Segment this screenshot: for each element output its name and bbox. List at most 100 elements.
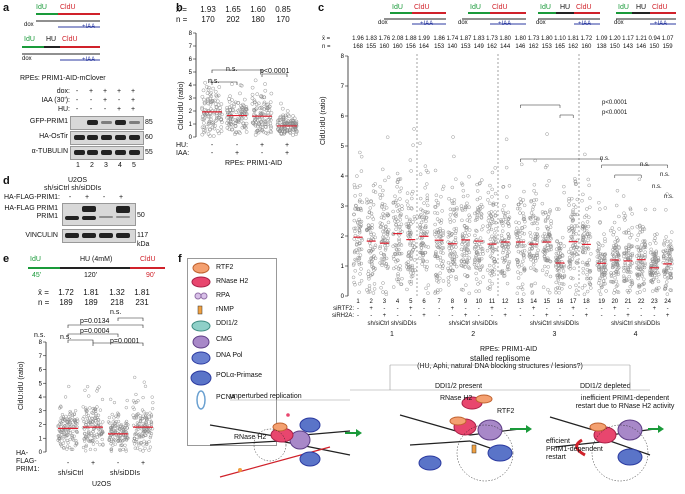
data-point: [536, 248, 540, 253]
data-point: [358, 272, 362, 276]
data-point: [477, 181, 482, 186]
data-point: [371, 183, 376, 188]
data-point: [141, 435, 145, 439]
data-point: [478, 207, 483, 211]
lane-number: 2: [90, 162, 94, 169]
sig-label: n.s.: [208, 78, 220, 85]
data-point: [548, 225, 553, 229]
data-point: [493, 166, 497, 170]
data-point: [67, 384, 71, 389]
data-point: [507, 224, 511, 228]
data-point: [600, 274, 604, 279]
data-point: [219, 125, 224, 129]
data-point: [669, 266, 673, 271]
data-point: [111, 420, 115, 424]
lane-number: 2: [369, 299, 373, 305]
data-point: [535, 255, 540, 260]
sirtf2-value: +: [652, 306, 657, 312]
sirtf2-value: +: [490, 306, 494, 312]
sig-label: p=0.0004: [80, 328, 110, 335]
data-point: [548, 259, 553, 264]
data-point: [219, 117, 224, 122]
data-point: [534, 268, 539, 273]
idu-label: IdU: [24, 36, 35, 43]
data-point: [596, 249, 601, 253]
data-point: [369, 238, 373, 242]
data-point: [490, 245, 495, 249]
data-point: [571, 212, 576, 217]
data-point: [281, 117, 286, 122]
data-point: [109, 428, 113, 432]
data-point: [487, 279, 492, 283]
data-point: [626, 258, 631, 262]
data-point: [109, 447, 114, 451]
data-point: [642, 239, 647, 243]
data-point: [205, 91, 210, 95]
data-point: [149, 434, 153, 438]
data-point: [409, 256, 413, 260]
sirh2a-value: +: [545, 313, 549, 319]
lane-number: 17: [569, 299, 577, 305]
data-point: [602, 252, 606, 257]
data-point: [668, 272, 672, 276]
data-point: [252, 98, 257, 103]
data-point: [91, 430, 95, 434]
data-point: [424, 286, 428, 291]
blot-vinculin: [62, 229, 136, 243]
data-point: [220, 120, 224, 125]
data-point: [454, 254, 459, 259]
data-point: [421, 241, 425, 246]
data-point: [425, 259, 429, 264]
data-point: [398, 267, 403, 272]
data-point: [499, 269, 503, 274]
sirtf2-label: siRTF2:: [333, 306, 354, 312]
data-point: [381, 229, 385, 234]
data-point: [90, 416, 94, 420]
data-point: [649, 247, 653, 252]
data-point: [569, 224, 574, 228]
data-point: [505, 195, 509, 199]
y-tick-label: 7: [189, 44, 193, 50]
data-point: [520, 226, 525, 230]
data-point: [410, 196, 414, 201]
data-point: [367, 249, 371, 253]
lane-number: 7: [437, 299, 441, 305]
data-point: [583, 152, 587, 157]
data-point: [617, 227, 621, 231]
data-point: [206, 122, 211, 126]
data-point: [206, 101, 211, 106]
data-point: [228, 94, 232, 99]
data-point: [250, 96, 255, 101]
y-axis-label: CldU:IdU (ratio): [178, 81, 185, 130]
data-point: [616, 290, 621, 294]
data-point: [665, 192, 669, 196]
data-point: [581, 246, 586, 250]
data-point: [383, 178, 387, 183]
cell-line-label: RPEs: PRIM1-AID: [225, 160, 283, 167]
data-point: [239, 83, 244, 88]
data-point: [459, 204, 464, 208]
data-point: [628, 279, 633, 283]
data-point: [84, 410, 89, 414]
data-point: [521, 244, 526, 248]
cldu-label: CldU: [492, 4, 508, 11]
data-point: [97, 427, 101, 432]
data-point: [453, 213, 457, 217]
data-point: [505, 254, 510, 259]
data-point: [599, 285, 604, 290]
data-point: [561, 269, 566, 273]
data-point: [488, 201, 492, 206]
data-point: [623, 279, 627, 284]
data-point: [148, 435, 152, 440]
data-point: [638, 224, 642, 229]
data-point: [554, 258, 559, 262]
data-point: [59, 421, 64, 426]
data-point: [135, 421, 139, 425]
data-point: [615, 188, 620, 193]
data-point: [118, 448, 122, 453]
data-point: [260, 128, 264, 132]
data-point: [667, 243, 672, 248]
data-point: [72, 438, 76, 442]
data-point: [439, 221, 443, 225]
